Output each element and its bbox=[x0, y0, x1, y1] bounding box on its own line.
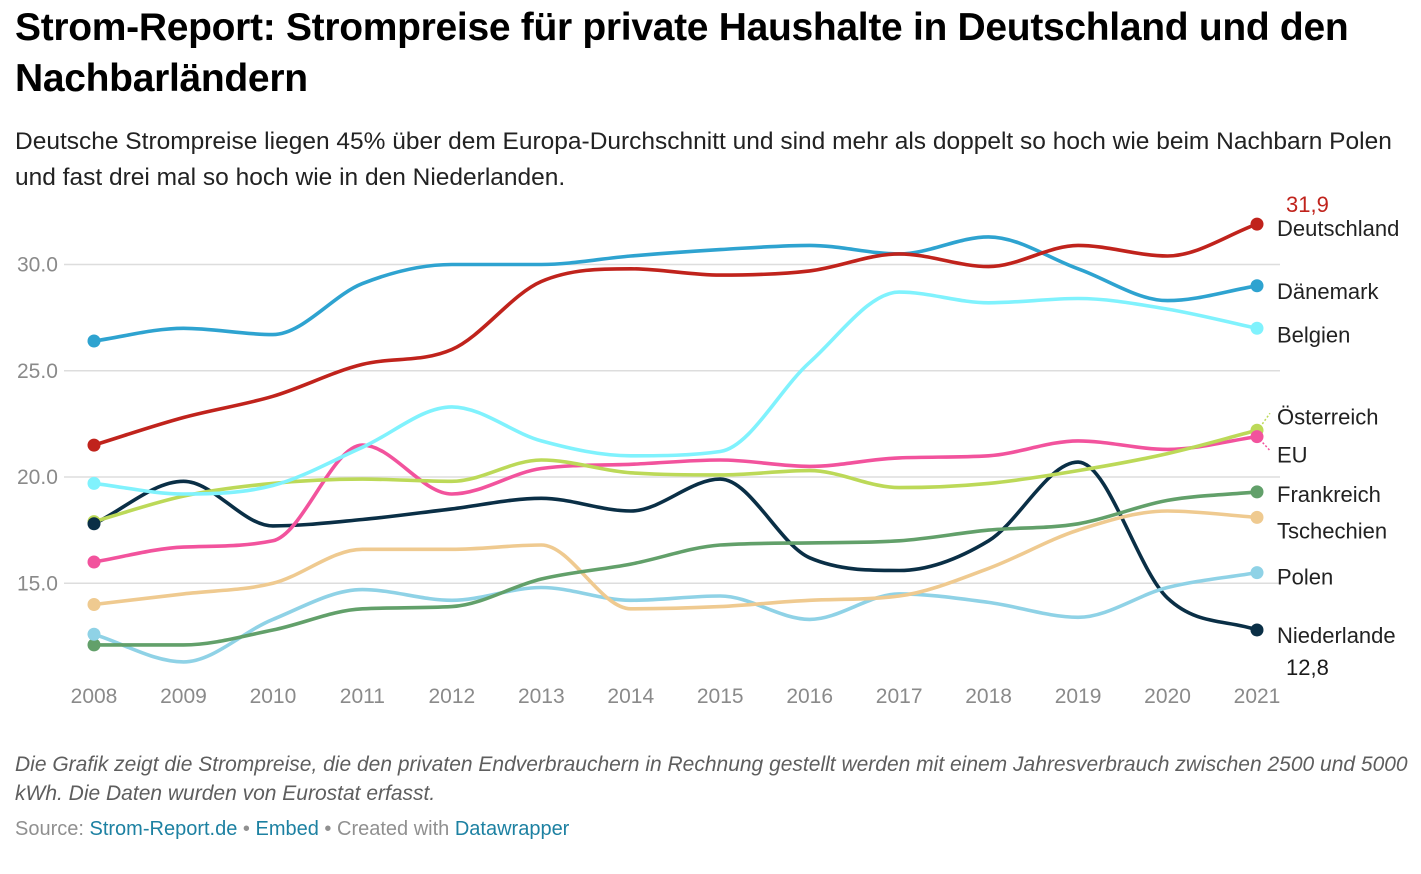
series-label-polen: Polen bbox=[1277, 565, 1333, 590]
chart-title: Strom-Report: Strompreise für private Ha… bbox=[15, 6, 1349, 100]
end-point-daenemark bbox=[1250, 279, 1264, 293]
series-line-polen bbox=[92, 570, 1259, 664]
y-tick-label: 30.0 bbox=[17, 254, 58, 277]
y-tick-label: 25.0 bbox=[17, 360, 58, 383]
end-point-polen bbox=[1250, 566, 1264, 580]
value-label-deutschland: 31,9 bbox=[1286, 192, 1329, 217]
series-label-daenemark: Dänemark bbox=[1277, 279, 1379, 304]
label-connector bbox=[1259, 412, 1271, 428]
series-line-tschechien bbox=[92, 509, 1259, 611]
x-tick-label: 2019 bbox=[1055, 685, 1102, 708]
series-labels: Deutschland Dänemark Belgien Österreich EU Fr… bbox=[1259, 192, 1399, 680]
series-label-frankreich: Frankreich bbox=[1277, 482, 1381, 507]
x-tick-label: 2020 bbox=[1144, 685, 1191, 708]
start-point-daenemark bbox=[87, 334, 101, 348]
x-tick-label: 2018 bbox=[965, 685, 1012, 708]
x-tick-label: 2017 bbox=[876, 685, 923, 708]
series-line-eu bbox=[92, 434, 1259, 564]
end-point-deutschland bbox=[1250, 217, 1264, 231]
value-label-niederlande: 12,8 bbox=[1286, 655, 1329, 680]
source-label: Source: bbox=[15, 818, 84, 840]
start-point-tschechien bbox=[87, 598, 101, 611]
start-point-frankreich bbox=[87, 638, 101, 652]
series-label-deutschland: Deutschland bbox=[1277, 216, 1399, 241]
end-point-niederlande bbox=[1250, 623, 1264, 637]
series-label-belgien: Belgien bbox=[1277, 322, 1350, 347]
x-axis: 2008 2009 2010 2011 2012 2013 2014 2015 2016 2017… bbox=[71, 685, 1281, 708]
start-point-niederlande bbox=[87, 517, 101, 531]
created-with-label: Created with bbox=[337, 818, 450, 840]
series-line-niederlande bbox=[92, 460, 1259, 632]
x-tick-label: 2011 bbox=[340, 685, 385, 708]
chart-notes: Die Grafik zeigt die Strompreise, die de… bbox=[15, 753, 1408, 805]
series-label-oesterreich: Österreich bbox=[1277, 404, 1378, 429]
start-point-polen bbox=[87, 627, 101, 641]
footer: Source: Strom-Report.de • Embed • Create… bbox=[15, 818, 569, 841]
chart-subtitle: Deutsche Strompreise liegen 45% über dem… bbox=[15, 128, 1392, 191]
gridlines bbox=[64, 263, 1280, 584]
series-lines bbox=[92, 222, 1259, 664]
x-tick-label: 2013 bbox=[518, 685, 565, 708]
source-link[interactable]: Strom-Report.de bbox=[89, 818, 238, 840]
series-line-oesterreich bbox=[92, 428, 1259, 524]
y-tick-label: 20.0 bbox=[17, 466, 58, 489]
y-tick-label: 15.0 bbox=[17, 572, 58, 595]
series-line-deutschland bbox=[92, 222, 1259, 447]
x-tick-label: 2012 bbox=[428, 685, 475, 708]
series-line-belgien bbox=[92, 290, 1259, 496]
series-line-daenemark bbox=[92, 235, 1259, 343]
embed-link[interactable]: Embed bbox=[255, 818, 319, 840]
datawrapper-link[interactable]: Datawrapper bbox=[454, 818, 570, 840]
x-tick-label: 2009 bbox=[160, 685, 207, 708]
end-point-eu bbox=[1250, 430, 1264, 444]
label-connector bbox=[1259, 439, 1271, 452]
x-tick-label: 2014 bbox=[607, 685, 654, 708]
start-point-belgien bbox=[87, 476, 101, 490]
x-tick-label: 2015 bbox=[697, 685, 744, 708]
x-tick-label: 2008 bbox=[71, 685, 118, 708]
series-label-tschechien: Tschechien bbox=[1277, 518, 1387, 543]
end-point-frankreich bbox=[1250, 485, 1264, 499]
end-point-belgien bbox=[1250, 321, 1264, 335]
series-label-niederlande: Niederlande bbox=[1277, 623, 1396, 648]
x-tick-label: 2021 bbox=[1234, 685, 1281, 708]
footer-separator: • bbox=[324, 818, 332, 840]
series-label-eu: EU bbox=[1277, 443, 1308, 468]
series-endpoints bbox=[87, 217, 1264, 652]
series-line-frankreich bbox=[92, 490, 1259, 647]
end-point-tschechien bbox=[1250, 510, 1264, 524]
x-tick-label: 2016 bbox=[786, 685, 833, 708]
start-point-deutschland bbox=[87, 438, 101, 452]
x-tick-label: 2010 bbox=[250, 685, 297, 708]
start-point-eu bbox=[87, 555, 101, 569]
footer-separator: • bbox=[242, 818, 250, 840]
line-chart: 15.0 20.0 25.0 30.0 2008 2009 2010 2011 2012 201… bbox=[17, 192, 1399, 708]
y-axis: 15.0 20.0 25.0 30.0 bbox=[17, 254, 58, 596]
